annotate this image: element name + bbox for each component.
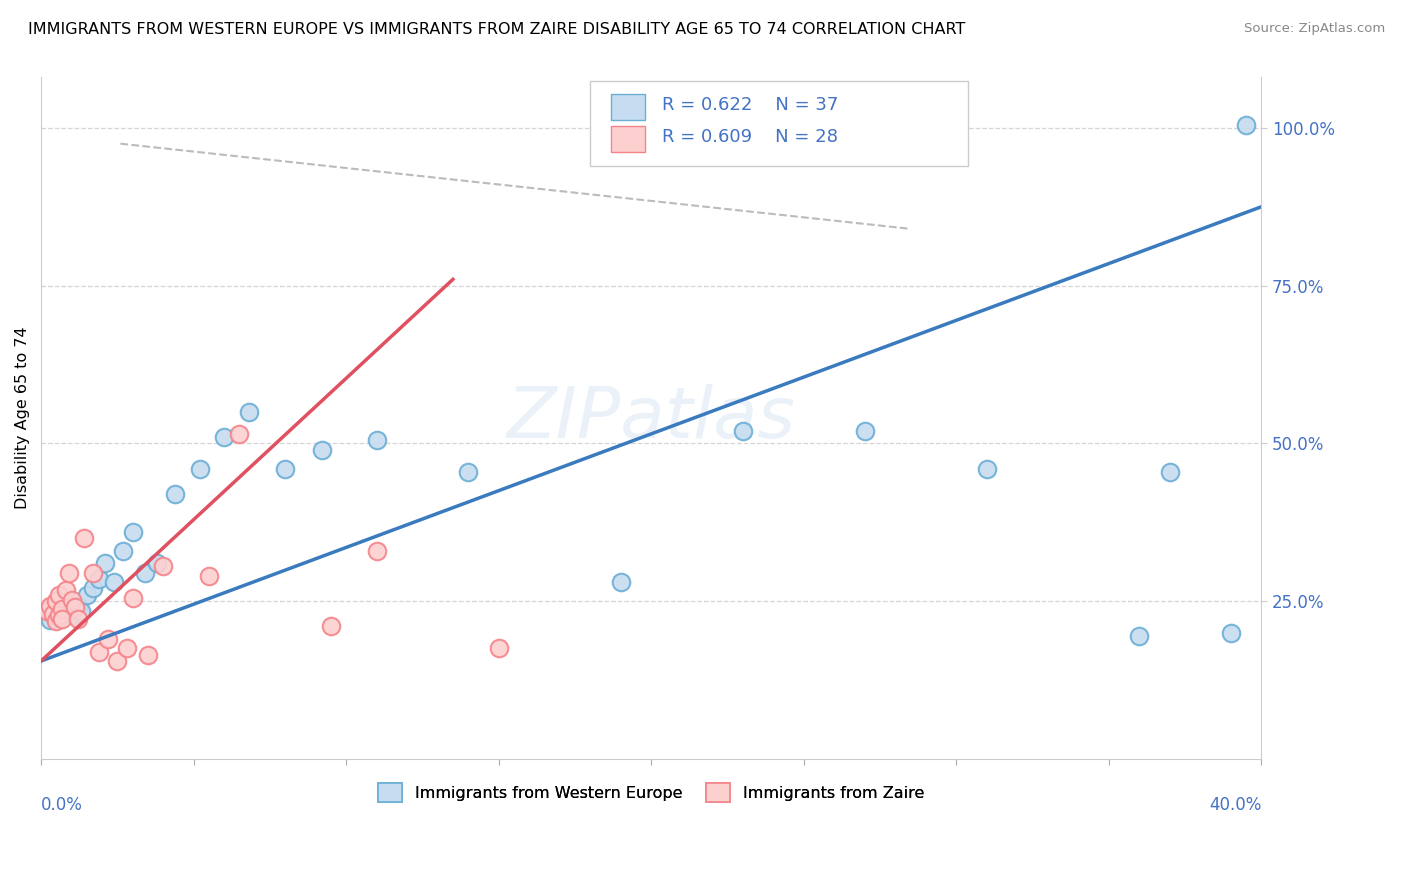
- Point: [87, 644, 110, 658]
- Point: [146, 556, 169, 570]
- Point: [976, 461, 998, 475]
- Point: [274, 461, 297, 475]
- Point: [97, 632, 120, 646]
- Text: ZIPatlas: ZIPatlas: [506, 384, 796, 452]
- Point: [609, 575, 631, 590]
- Point: [60, 592, 83, 607]
- Point: [48, 588, 70, 602]
- Point: [136, 648, 159, 662]
- Point: [188, 461, 211, 475]
- Point: [37, 603, 59, 617]
- Point: [63, 601, 86, 615]
- Point: [66, 599, 89, 613]
- Bar: [612, 127, 645, 153]
- Point: [51, 601, 73, 615]
- Point: [1234, 118, 1257, 132]
- Text: R = 0.609    N = 28: R = 0.609 N = 28: [662, 128, 838, 146]
- Point: [1159, 465, 1181, 479]
- Point: [238, 405, 260, 419]
- Point: [82, 566, 104, 580]
- Point: [488, 641, 510, 656]
- Point: [69, 603, 91, 617]
- Point: [319, 619, 342, 633]
- Point: [366, 543, 388, 558]
- Point: [112, 543, 135, 558]
- Point: [66, 612, 89, 626]
- Point: [48, 600, 70, 615]
- Point: [103, 575, 125, 590]
- Point: [1219, 625, 1241, 640]
- Point: [87, 572, 110, 586]
- Point: [58, 603, 80, 617]
- Point: [134, 566, 156, 580]
- Point: [51, 607, 73, 622]
- Point: [82, 582, 104, 596]
- Point: [48, 607, 70, 622]
- Point: [45, 614, 67, 628]
- Point: [212, 430, 235, 444]
- Point: [1128, 629, 1150, 643]
- Point: [198, 569, 221, 583]
- Point: [58, 566, 80, 580]
- Point: [228, 426, 250, 441]
- Point: [73, 531, 96, 545]
- Point: [457, 465, 479, 479]
- Text: 40.0%: 40.0%: [1209, 797, 1261, 814]
- Point: [731, 424, 754, 438]
- Bar: [612, 94, 645, 120]
- Point: [45, 610, 67, 624]
- Point: [55, 582, 77, 597]
- Legend: Immigrants from Western Europe, Immigrants from Zaire: Immigrants from Western Europe, Immigran…: [371, 776, 931, 809]
- Point: [39, 599, 62, 613]
- Point: [311, 442, 333, 457]
- Point: [42, 607, 65, 621]
- Point: [152, 559, 174, 574]
- Point: [55, 597, 77, 611]
- Text: 0.0%: 0.0%: [41, 797, 83, 814]
- Point: [94, 556, 117, 570]
- Point: [366, 433, 388, 447]
- Text: Source: ZipAtlas.com: Source: ZipAtlas.com: [1244, 22, 1385, 36]
- Point: [39, 613, 62, 627]
- Y-axis label: Disability Age 65 to 74: Disability Age 65 to 74: [15, 326, 30, 509]
- Point: [853, 424, 876, 438]
- Point: [45, 594, 67, 608]
- Text: IMMIGRANTS FROM WESTERN EUROPE VS IMMIGRANTS FROM ZAIRE DISABILITY AGE 65 TO 74 : IMMIGRANTS FROM WESTERN EUROPE VS IMMIGR…: [28, 22, 966, 37]
- Point: [165, 487, 187, 501]
- Point: [63, 600, 86, 615]
- Point: [121, 524, 143, 539]
- Text: R = 0.622    N = 37: R = 0.622 N = 37: [662, 95, 838, 113]
- Point: [42, 607, 65, 621]
- Point: [115, 641, 138, 656]
- Point: [37, 603, 59, 617]
- Point: [60, 607, 83, 622]
- Point: [121, 591, 143, 605]
- Point: [51, 612, 73, 626]
- FancyBboxPatch shape: [591, 81, 969, 166]
- Point: [105, 654, 128, 668]
- Point: [76, 588, 98, 602]
